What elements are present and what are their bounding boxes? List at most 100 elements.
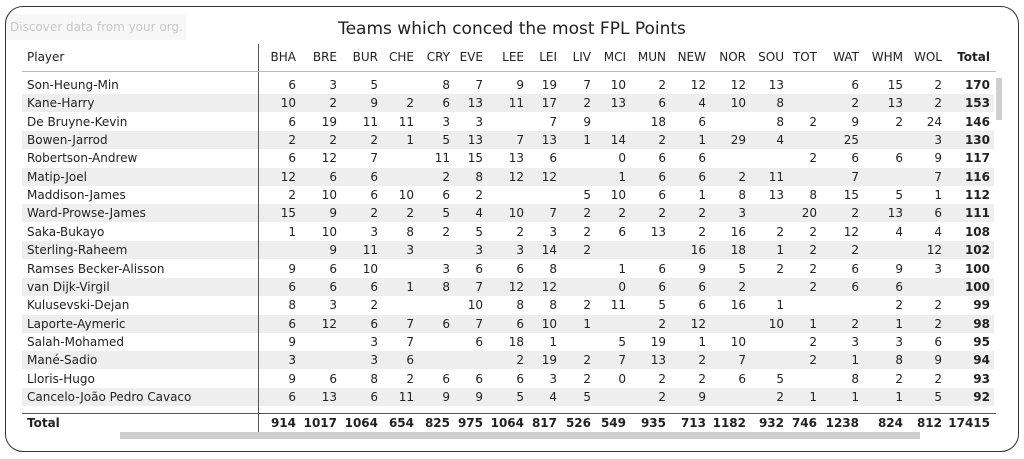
cell: 8	[895, 353, 903, 368]
cell: 2	[698, 353, 706, 368]
cell: 1	[698, 334, 706, 349]
cell: 3	[288, 353, 296, 368]
cell: 12	[280, 169, 296, 184]
cell: 6	[329, 279, 337, 294]
cell: 13	[650, 353, 666, 368]
row-label[interactable]: Matip-Joel	[27, 169, 87, 184]
total-cell: 1182	[712, 416, 746, 430]
column-header[interactable]: BHA	[270, 50, 296, 64]
cell: 18	[650, 114, 666, 129]
column-header[interactable]: CHE	[389, 50, 414, 64]
vertical-scroll-thumb[interactable]	[996, 78, 1002, 120]
cell: 11	[398, 114, 414, 129]
cell: 2	[658, 78, 666, 92]
row-label[interactable]: Kulusevski-Dejan	[27, 298, 130, 313]
cell: 9	[698, 389, 706, 404]
row-label[interactable]: Ward-Prowse-James	[27, 206, 146, 221]
cell: 25	[843, 133, 859, 148]
cell: 20	[801, 206, 817, 221]
total-cell: 1017	[303, 416, 337, 430]
total-cell: 825	[424, 416, 450, 430]
cell: 2	[738, 169, 746, 184]
row-label[interactable]: Ramses Becker-Alisson	[27, 261, 165, 276]
cell: 19	[321, 114, 337, 129]
header-rule	[22, 71, 996, 72]
cell: 6	[516, 371, 524, 386]
cell: 6	[475, 334, 483, 349]
cell: 2	[406, 96, 414, 111]
row-label[interactable]: van Dijk-Virgil	[27, 279, 110, 294]
cell: 1	[851, 353, 859, 368]
column-header[interactable]: BRE	[312, 50, 337, 64]
column-header[interactable]: NOR	[719, 50, 746, 64]
row-label[interactable]: Laporte-Aymeric	[27, 316, 126, 331]
cell: 8	[809, 188, 817, 203]
cell: 9	[442, 389, 450, 404]
cell: 10	[610, 188, 626, 203]
cell: 10	[508, 206, 524, 221]
row-label[interactable]: Bowen-Jarrod	[27, 133, 108, 148]
cell: 1	[288, 224, 296, 239]
column-header[interactable]: MCI	[603, 50, 626, 64]
cell: 16	[690, 243, 706, 258]
row-label[interactable]: Sterling-Raheem	[27, 243, 128, 258]
column-header[interactable]: CRY	[426, 50, 450, 64]
cell: 3	[370, 334, 378, 349]
column-header[interactable]: SOU	[758, 50, 784, 64]
cell: 12	[541, 279, 557, 294]
cell: 6	[658, 151, 666, 166]
cell: 1	[618, 169, 626, 184]
visual-panel	[5, 6, 1019, 452]
column-header[interactable]: Player	[27, 50, 65, 64]
cell: 2	[776, 261, 784, 276]
row-label[interactable]: Kane-Harry	[27, 96, 95, 111]
cell: 12	[321, 316, 337, 331]
cell: 13	[887, 206, 903, 221]
cell: 19	[541, 353, 557, 368]
cell: 9	[934, 353, 942, 368]
row-label[interactable]: Lloris-Hugo	[27, 371, 95, 386]
column-header[interactable]: TOT	[792, 50, 817, 64]
cell: 6	[851, 78, 859, 92]
column-header[interactable]: WOL	[914, 50, 942, 64]
row-label[interactable]: Saka-Bukayo	[27, 224, 105, 239]
total-cell: 17415	[948, 416, 990, 430]
cell: 1	[698, 188, 706, 203]
cell: 9	[698, 261, 706, 276]
row-label[interactable]: Mané-Sadio	[27, 353, 98, 368]
row-label[interactable]: Son-Heung-Min	[27, 78, 119, 92]
cell: 146	[964, 114, 990, 129]
search-hint[interactable]: Discover data from your org.	[4, 14, 186, 40]
cell: 1	[618, 261, 626, 276]
horizontal-scroll-thumb[interactable]	[120, 432, 920, 439]
column-header[interactable]: MUN	[637, 50, 666, 64]
cell: 7	[851, 169, 859, 184]
column-header[interactable]: LEI	[539, 50, 557, 64]
column-header[interactable]: WAT	[833, 50, 859, 64]
column-header[interactable]: BUR	[352, 50, 378, 64]
cell: 6	[698, 151, 706, 166]
column-header[interactable]: LEE	[502, 50, 524, 64]
row-label[interactable]: De Bruyne-Kevin	[27, 114, 128, 129]
column-header[interactable]: NEW	[677, 50, 706, 64]
column-header[interactable]: WHM	[871, 50, 903, 64]
cell: 15	[467, 151, 483, 166]
column-header[interactable]: EVE	[459, 50, 483, 64]
row-label[interactable]: Robertson-Andrew	[27, 151, 138, 166]
row-label[interactable]: Maddison-James	[27, 188, 126, 203]
cell: 2	[809, 224, 817, 239]
cell: 7	[475, 78, 483, 92]
row-label[interactable]: Cancelo-João Pedro Cavaco	[27, 389, 192, 404]
cell: 9	[934, 151, 942, 166]
cell: 2	[934, 78, 942, 92]
cell: 6	[934, 206, 942, 221]
cell: 2	[934, 298, 942, 313]
column-header[interactable]: LIV	[572, 50, 591, 64]
cell: 8	[475, 169, 483, 184]
cell: 9	[329, 206, 337, 221]
cell: 2	[851, 316, 859, 331]
cell: 10	[768, 316, 784, 331]
column-header[interactable]: Total	[957, 50, 990, 64]
row-label[interactable]: Salah-Mohamed	[27, 334, 124, 349]
